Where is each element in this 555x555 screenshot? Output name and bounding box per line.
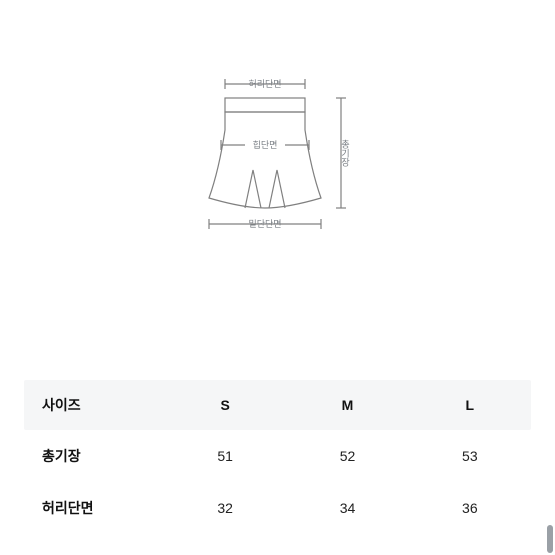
table-header-m: M <box>286 397 408 413</box>
size-table: 사이즈 S M L 총기장 51 52 53 허리단면 32 34 36 <box>24 380 531 534</box>
skirt-schematic-svg: 허리단면 힙단면 밑단단면 총기장 <box>183 70 373 240</box>
row-val: 52 <box>286 448 408 464</box>
waist-label: 허리단면 <box>248 79 281 89</box>
table-row: 허리단면 32 34 36 <box>24 482 531 534</box>
hem-label: 밑단단면 <box>248 218 281 229</box>
row-val: 34 <box>286 500 408 516</box>
table-header-s: S <box>164 397 286 413</box>
table-header-l: L <box>409 397 531 413</box>
row-val: 36 <box>409 500 531 516</box>
row-val: 53 <box>409 448 531 464</box>
row-val: 32 <box>164 500 286 516</box>
garment-diagram: 허리단면 힙단면 밑단단면 총기장 <box>0 0 555 240</box>
table-header-row: 사이즈 S M L <box>24 380 531 430</box>
row-label: 허리단면 <box>24 498 164 518</box>
table-header-label: 사이즈 <box>24 395 164 415</box>
row-label: 총기장 <box>24 446 164 466</box>
row-val: 51 <box>164 448 286 464</box>
length-label: 총기장 <box>340 139 350 166</box>
hip-label: 힙단면 <box>252 140 277 150</box>
table-row: 총기장 51 52 53 <box>24 430 531 482</box>
scrollbar-thumb[interactable] <box>547 525 553 553</box>
